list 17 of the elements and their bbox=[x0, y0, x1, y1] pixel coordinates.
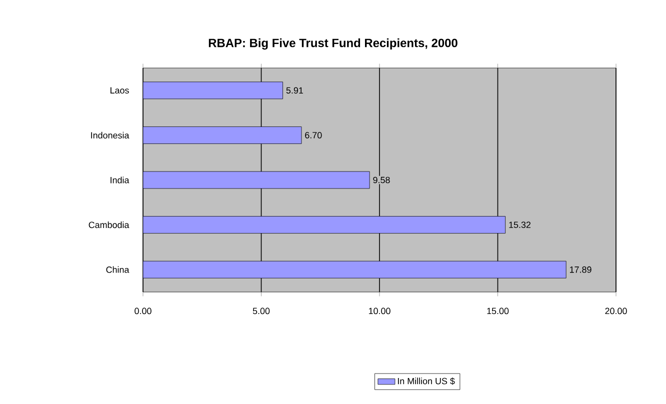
y-tick-label: India bbox=[110, 176, 130, 184]
x-tick-label: 0.00 bbox=[134, 308, 152, 314]
chart-title: RBAP: Big Five Trust Fund Recipients, 2000 bbox=[208, 38, 458, 50]
data-label: 6.70 bbox=[305, 132, 322, 138]
x-tick-label: 15.00 bbox=[487, 308, 509, 314]
x-tick-label: 20.00 bbox=[605, 308, 627, 314]
legend-label: In Million US $ bbox=[398, 378, 455, 385]
data-label: 5.91 bbox=[286, 87, 303, 94]
y-tick-label: Laos bbox=[110, 87, 129, 94]
y-tick-label: Indonesia bbox=[91, 132, 130, 138]
x-tick-label: 5.00 bbox=[252, 308, 270, 314]
y-tick-label: Cambodia bbox=[88, 222, 130, 228]
data-label: 15.32 bbox=[509, 222, 531, 228]
data-label: 9.58 bbox=[373, 176, 390, 184]
y-tick-label: China bbox=[106, 266, 130, 273]
x-tick-label: 10.00 bbox=[368, 308, 390, 314]
data-label: 17.89 bbox=[570, 266, 592, 273]
